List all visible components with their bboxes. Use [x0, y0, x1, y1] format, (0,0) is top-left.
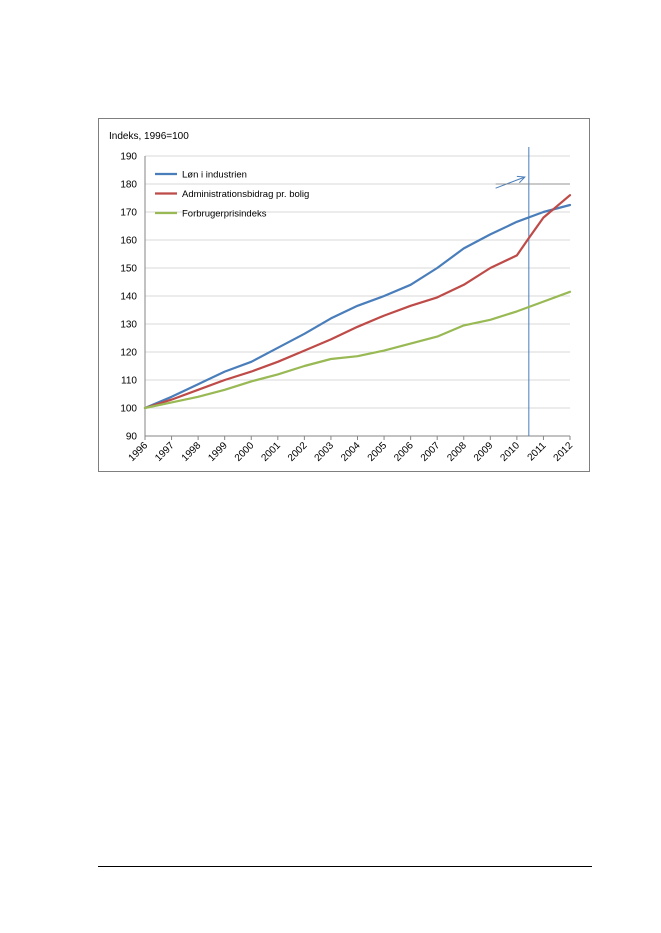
- x-tick-label: 1997: [153, 440, 177, 464]
- x-tick-label: 2009: [472, 440, 496, 464]
- annotation-arrow-head: [516, 175, 526, 184]
- y-tick-label: 160: [120, 236, 137, 247]
- y-axis-title: Indeks, 1996=100: [109, 131, 189, 142]
- y-tick-label: 190: [120, 152, 137, 163]
- y-tick-label: 110: [121, 376, 137, 387]
- x-tick-label: 1999: [206, 440, 230, 464]
- y-tick-label: 140: [120, 292, 137, 303]
- x-tick-label: 2003: [313, 440, 337, 464]
- series-lines: [143, 194, 572, 410]
- footer-rule: [98, 866, 592, 867]
- y-tick-label: 100: [120, 404, 137, 415]
- x-tick-label: 2001: [259, 440, 283, 464]
- x-tick-label: 2011: [526, 440, 549, 463]
- legend-label: Løn i industrien: [182, 170, 247, 181]
- x-tick-label: 2006: [392, 440, 416, 464]
- y-tick-label: 170: [120, 208, 137, 219]
- x-tick-label: 2005: [366, 440, 390, 464]
- annotation-arrow: [495, 176, 526, 189]
- x-tick-label: 1996: [127, 440, 151, 464]
- series-line-1: [143, 194, 572, 410]
- x-tick-label: 2010: [498, 440, 522, 464]
- series-line-2: [143, 290, 572, 410]
- chart-frame: Indeks, 1996=100 90 100 110 120 130 140 150 160…: [98, 118, 590, 472]
- y-tick-label: 130: [120, 320, 137, 331]
- y-tick-label: 120: [120, 348, 137, 359]
- x-tick-label: 2004: [339, 440, 363, 464]
- x-tick-label: 2007: [419, 440, 443, 464]
- line-chart: Indeks, 1996=100 90 100 110 120 130 140 150 160…: [109, 131, 576, 464]
- x-tick-label: 1998: [180, 440, 204, 464]
- y-tick-label: 180: [120, 180, 137, 191]
- annotations: [495, 147, 570, 436]
- x-tick-label: 2002: [286, 440, 310, 464]
- x-tick-label: 2008: [445, 440, 469, 464]
- legend-label: Forbrugerprisindeks: [182, 209, 267, 220]
- y-tick-label: 90: [126, 432, 138, 443]
- y-tick-label: 150: [120, 264, 137, 275]
- x-tick-label: 2000: [233, 440, 257, 464]
- series-line-0: [143, 203, 572, 410]
- legend-label: Administrationsbidrag pr. bolig: [182, 189, 309, 200]
- legend: Løn i industrien Administrationsbidrag pr…: [155, 170, 309, 220]
- x-tick-label: 2012: [552, 440, 576, 464]
